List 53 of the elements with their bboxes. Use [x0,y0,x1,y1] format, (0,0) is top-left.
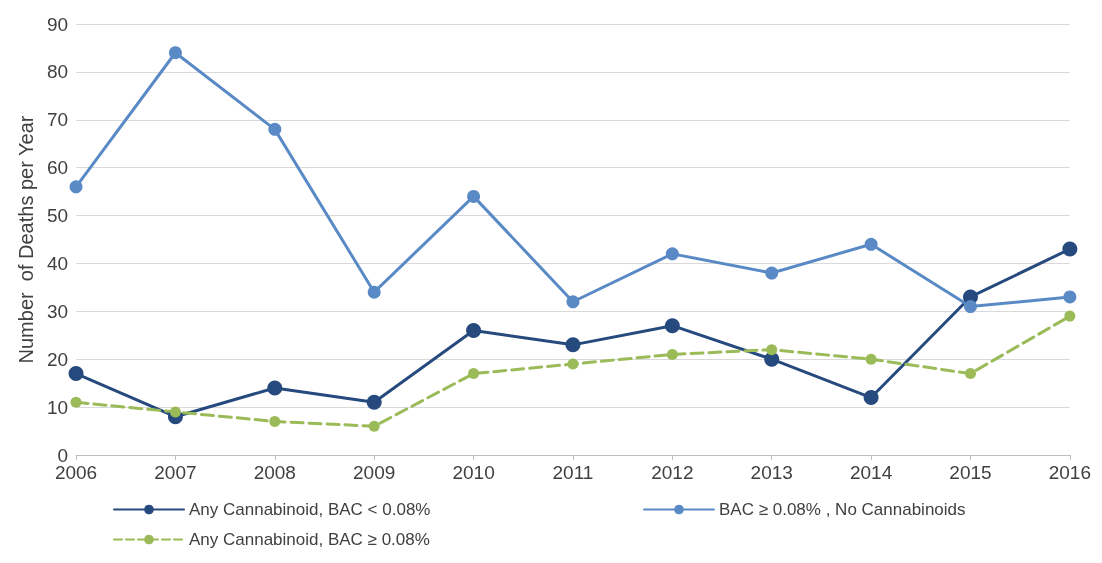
x-tick-label: 2014 [849,462,893,483]
legend-label: BAC ≥ 0.08% , No Cannabinoids [719,500,966,519]
x-tick-label: 2016 [1048,462,1092,483]
point [566,295,580,309]
point [865,353,877,365]
x-tick-label: 2009 [353,462,396,483]
point [964,368,976,380]
legend-label: Any Cannabinoid, BAC ≥ 0.08% [189,530,430,549]
x-tick-label: 2015 [949,462,992,483]
x-tick-label: 2011 [552,462,594,483]
point [565,337,581,353]
point [267,380,283,396]
point [366,394,382,410]
y-tick-label: 10 [46,396,69,418]
point [367,285,381,299]
x-tick-label: 2007 [154,462,197,483]
point [567,358,579,370]
x-tick-label: 2008 [253,462,296,483]
x-tick-label: 2013 [750,462,793,483]
point [268,122,282,136]
y-tick-label: 80 [46,61,69,83]
y-tick-label: 20 [46,348,69,370]
point [467,189,481,203]
point [68,366,84,382]
point [70,396,82,408]
point [665,247,679,261]
y-tick-label: 50 [46,205,69,227]
point [666,348,678,360]
y-tick-label: 70 [46,109,69,131]
point [1062,241,1078,257]
point [1063,290,1077,304]
point [468,368,480,380]
x-tick-label: 2012 [651,462,694,483]
point [964,300,977,314]
y-tick-label: 90 [46,13,69,35]
point [69,180,83,194]
point [864,237,878,251]
point [664,318,680,334]
y-tick-label: 60 [46,157,69,179]
point [368,420,380,432]
point [168,46,182,60]
point [766,344,778,356]
point [466,322,482,338]
point [169,406,181,418]
legend-label: Any Cannabinoid, BAC < 0.08% [189,500,431,519]
point [765,266,779,280]
point [269,415,281,427]
y-axis-title: Number of Deaths per Year [15,115,37,364]
y-tick-label: 40 [46,252,69,274]
point [863,390,879,406]
y-tick-label: 30 [46,300,69,322]
x-tick-label: 2010 [452,462,495,483]
point [1064,310,1076,322]
